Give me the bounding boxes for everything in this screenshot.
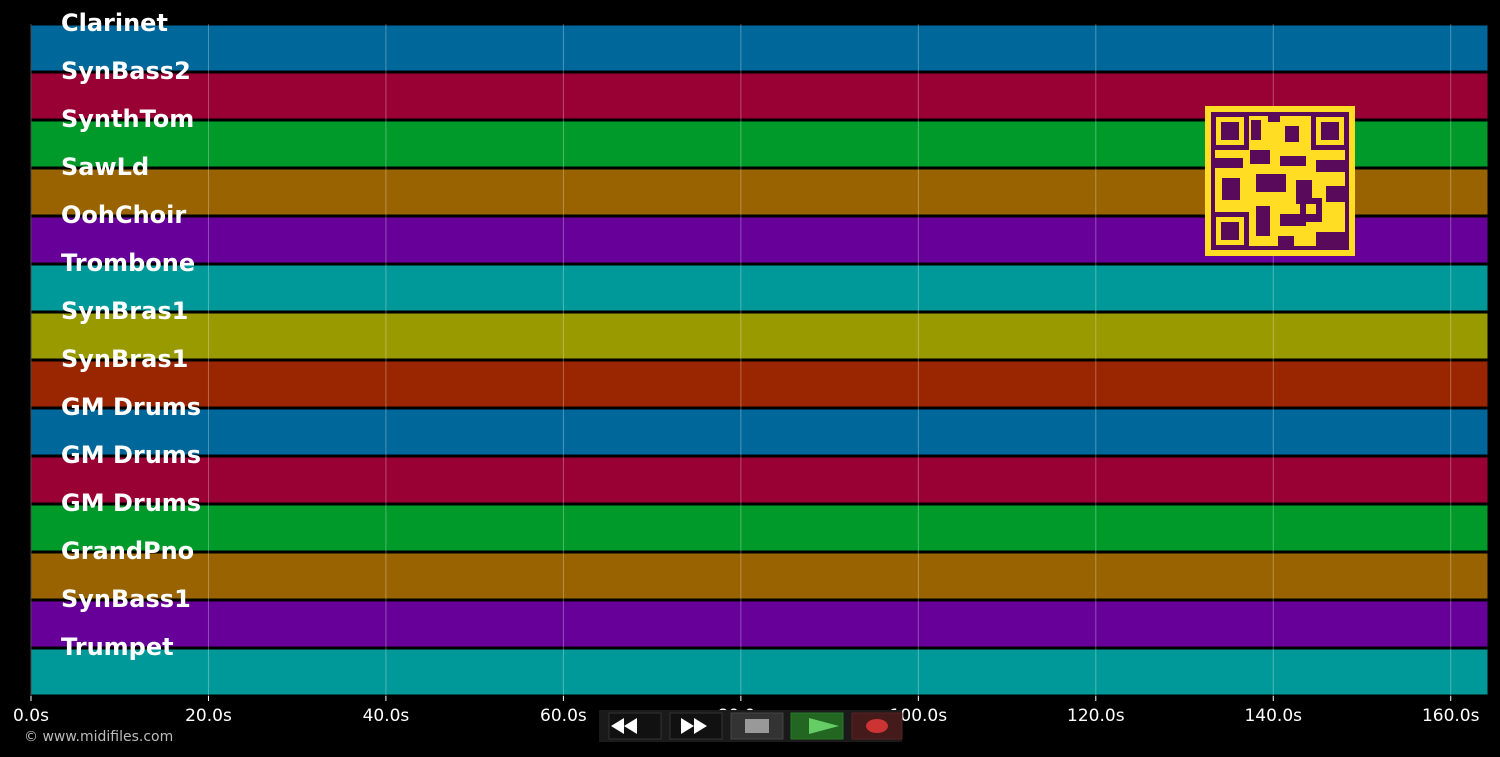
tick-label: 120.0s bbox=[1067, 706, 1125, 726]
tick-label: 20.0s bbox=[185, 706, 232, 726]
track-name: SynBras1 bbox=[61, 297, 188, 325]
track-lane bbox=[30, 456, 1489, 504]
stop-button[interactable] bbox=[730, 712, 784, 740]
track-name: GrandPno bbox=[61, 537, 194, 565]
track-lane bbox=[30, 600, 1489, 648]
track-lane bbox=[30, 648, 1489, 696]
track-lane bbox=[30, 504, 1489, 552]
tick-label: 0.0s bbox=[13, 706, 49, 726]
track-name: SynBras1 bbox=[61, 345, 188, 373]
track-name: GM Drums bbox=[61, 393, 201, 421]
record-button[interactable] bbox=[851, 712, 903, 740]
grid bbox=[30, 24, 1452, 696]
tick-label: 140.0s bbox=[1244, 706, 1302, 726]
track-name: Trumpet bbox=[61, 633, 174, 661]
track-lane bbox=[30, 264, 1489, 312]
tick-label: 60.0s bbox=[540, 706, 587, 726]
rewind-button[interactable] bbox=[608, 712, 662, 740]
track-lane bbox=[30, 312, 1489, 360]
track-name: SynBass2 bbox=[61, 57, 191, 85]
track-lane bbox=[30, 24, 1489, 72]
track-name: SynBass1 bbox=[61, 585, 191, 613]
track-lane bbox=[30, 408, 1489, 456]
track-lane bbox=[30, 360, 1489, 408]
track-name: Clarinet bbox=[61, 9, 168, 37]
transport-controls bbox=[599, 710, 903, 742]
track-name: OohChoir bbox=[61, 201, 186, 229]
time-axis: 0.0s20.0s40.0s60.0s80.0s100.0s120.0s140.… bbox=[13, 696, 1480, 726]
tick-label: 100.0s bbox=[890, 706, 948, 726]
qr-code bbox=[1205, 106, 1355, 256]
play-button[interactable] bbox=[790, 712, 844, 740]
track-name: GM Drums bbox=[61, 441, 201, 469]
tick-label: 160.0s bbox=[1422, 706, 1480, 726]
track-name: SynthTom bbox=[61, 105, 194, 133]
track-name: Trombone bbox=[61, 249, 195, 277]
track-name: SawLd bbox=[61, 153, 149, 181]
track-name: GM Drums bbox=[61, 489, 201, 517]
fast-forward-button[interactable] bbox=[669, 712, 723, 740]
credit: © www.midifiles.com bbox=[24, 729, 173, 745]
tick-label: 40.0s bbox=[363, 706, 410, 726]
track-lane bbox=[30, 552, 1489, 600]
